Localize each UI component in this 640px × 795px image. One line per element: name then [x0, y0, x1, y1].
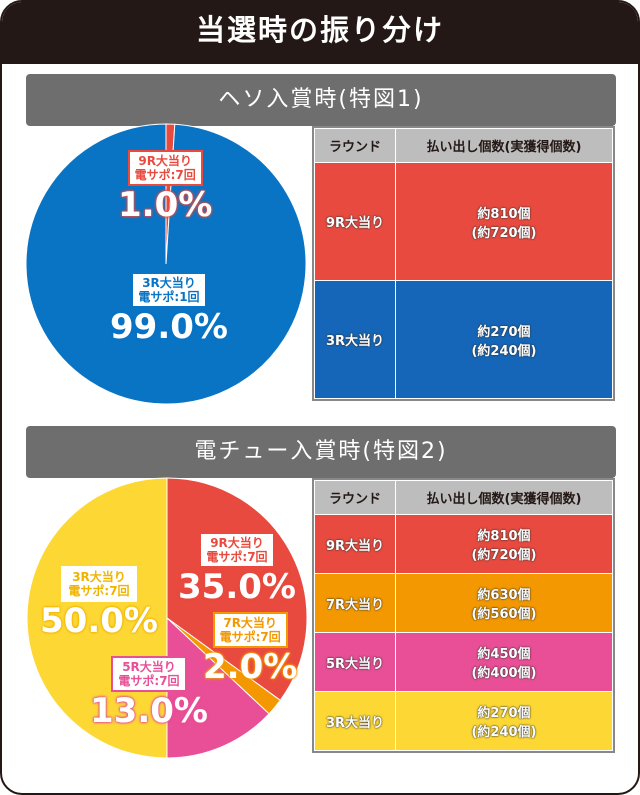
slice-percent: 99.0%	[110, 307, 228, 347]
actual-payout: (約240個)	[471, 343, 537, 359]
round-cell: 7R大当り	[314, 573, 396, 633]
round-cell: 9R大当り	[314, 514, 396, 574]
column-header: ラウンド	[314, 480, 396, 515]
slice-label: 3R大当り 電サポ:7回 50.0%	[40, 566, 158, 640]
column-header: 払い出し個数(実獲得個数)	[395, 128, 613, 163]
slice-label: 7R大当り 電サポ:7回 2.0%	[203, 612, 297, 686]
slice-name: 7R大当り	[223, 616, 277, 630]
slice-label: 9R大当り 電サポ:7回 1.0%	[118, 150, 212, 224]
slice-name: 5R大当り	[122, 660, 176, 674]
payout-cell: 約270個 (約240個)	[395, 691, 613, 751]
payout-cell: 約450個 (約400個)	[395, 632, 613, 692]
actual-payout: (約720個)	[471, 225, 537, 241]
table-row: 9R大当り 約810個 (約720個)	[314, 514, 613, 574]
slice-percent: 2.0%	[203, 647, 298, 687]
column-header: ラウンド	[314, 128, 396, 163]
payout: 約630個	[477, 588, 531, 603]
payout: 約810個	[477, 206, 531, 222]
payout-table-heso: ラウンド 払い出し個数(実獲得個数) 9R大当り 約810個 (約720個) 3R大当り約…	[312, 126, 615, 401]
payout-table-denchu: ラウンド 払い出し個数(実獲得個数) 9R大当り 約810個 (約720個) 7R大当り約…	[312, 478, 615, 753]
table-row: 9R大当り 約810個 (約720個)	[314, 162, 613, 281]
slice-support: 電サポ:1回	[138, 290, 200, 304]
slice-label: 9R大当り 電サポ:7回 35.0%	[178, 532, 296, 606]
slice-name: 3R大当り	[142, 276, 196, 290]
slice-name: 9R大当り	[138, 154, 192, 168]
payout: 約270個	[477, 324, 531, 340]
payout: 約810個	[477, 529, 531, 544]
round-cell: 5R大当り	[314, 632, 396, 692]
table-row: 3R大当り 約270個 (約240個)	[314, 280, 613, 399]
slice-percent: 1.0%	[118, 185, 213, 225]
column-header: 払い出し個数(実獲得個数)	[395, 480, 613, 515]
round-cell: 3R大当り	[314, 691, 396, 751]
round-cell: 3R大当り	[314, 280, 396, 399]
payout-cell: 約810個 (約720個)	[395, 162, 613, 281]
payout: 約450個	[477, 647, 531, 662]
slice-support: 電サポ:7回	[68, 584, 130, 598]
round-cell: 9R大当り	[314, 162, 396, 281]
section-heading: ヘソ入賞時(特図1)	[26, 74, 616, 126]
slice-percent: 50.0%	[40, 601, 158, 641]
page-title: 当選時の振り分け	[2, 2, 638, 64]
slice-percent: 35.0%	[178, 567, 296, 607]
actual-payout: (約560個)	[471, 607, 537, 622]
section-heading: 電チュー入賞時(特図2)	[26, 426, 616, 478]
slice-name: 9R大当り	[210, 536, 264, 550]
table-row: 3R大当り 約270個 (約240個)	[314, 691, 613, 751]
actual-payout: (約720個)	[471, 548, 537, 563]
actual-payout: (約240個)	[471, 725, 537, 740]
payout-cell: 約270個 (約240個)	[395, 280, 613, 399]
actual-payout: (約400個)	[471, 666, 537, 681]
table-row: 5R大当り 約450個 (約400個)	[314, 632, 613, 692]
payout-cell: 約810個 (約720個)	[395, 514, 613, 574]
slice-percent: 13.0%	[90, 691, 208, 731]
pie-slice	[25, 123, 307, 405]
slice-support: 電サポ:7回	[118, 674, 180, 688]
pie-slice	[166, 616, 270, 759]
slice-support: 電サポ:7回	[134, 168, 196, 182]
slice-label: 5R大当り 電サポ:7回 13.0%	[90, 656, 208, 730]
slice-label: 3R大当り 電サポ:1回 99.0%	[110, 272, 228, 346]
payout-cell: 約630個 (約560個)	[395, 573, 613, 633]
table-row: 7R大当り 約630個 (約560個)	[314, 573, 613, 633]
slice-support: 電サポ:7回	[219, 630, 281, 644]
slice-support: 電サポ:7回	[206, 550, 268, 564]
payout: 約270個	[477, 706, 531, 721]
slice-name: 3R大当り	[72, 570, 126, 584]
